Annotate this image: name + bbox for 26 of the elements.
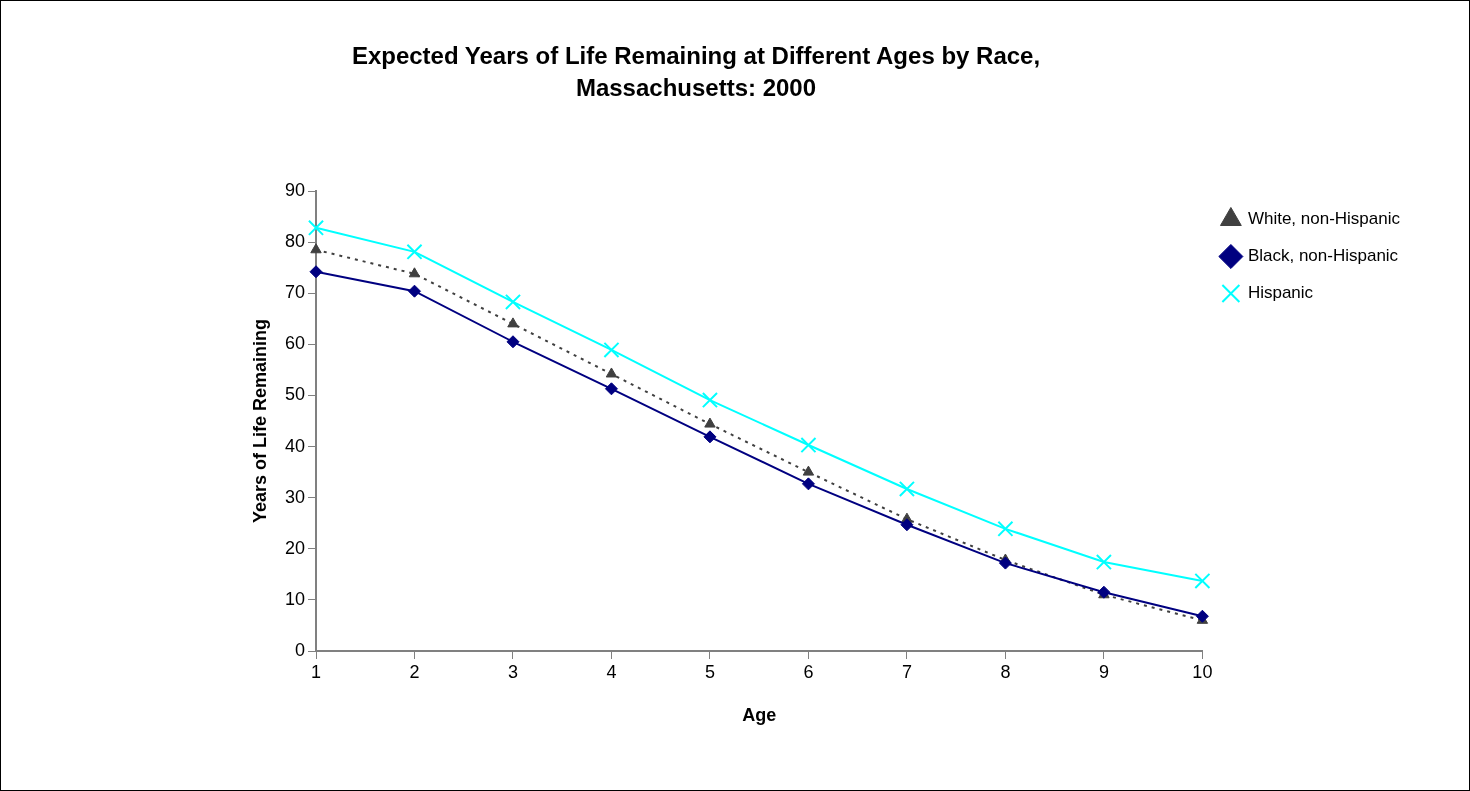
x-tick-label: 9 xyxy=(1098,661,1109,682)
y-tick-label: 80 xyxy=(284,231,305,252)
x-tick-label: 2 xyxy=(409,661,420,682)
y-tick-label: 30 xyxy=(284,486,305,507)
x-tick-label: 7 xyxy=(901,661,912,682)
x-tick-label: 1 xyxy=(310,661,322,682)
y-tick-label: 40 xyxy=(284,435,305,456)
y-tick-label: 90 xyxy=(284,179,305,200)
y-tick-label: 60 xyxy=(284,333,305,354)
y-tick-label: 50 xyxy=(284,384,305,405)
x-tick-label: 10 xyxy=(1192,661,1213,682)
x-tick-label: 6 xyxy=(803,661,814,682)
y-tick-label: 10 xyxy=(284,588,305,609)
x-tick-label: 4 xyxy=(606,661,617,682)
x-tick-label: 8 xyxy=(1000,661,1011,682)
legend-label: Black, non-Hispanic xyxy=(1247,246,1399,266)
x-axis-title: Age xyxy=(742,705,777,726)
chart-title: Expected Years of Life Remaining at Different Ages by Race, Massachusetts: 2000 xyxy=(350,41,1042,103)
x-tick-label: 5 xyxy=(704,661,715,682)
y-tick-label: 20 xyxy=(284,537,305,558)
legend-label: Hispanic xyxy=(1247,283,1314,303)
legend-label: White, non-Hispanic xyxy=(1247,209,1401,229)
x-tick-label: 3 xyxy=(507,661,518,682)
y-tick-label: 70 xyxy=(284,282,305,303)
y-tick-label: 0 xyxy=(294,639,305,660)
y-axis-title: Years of Life Remaining xyxy=(249,318,270,524)
